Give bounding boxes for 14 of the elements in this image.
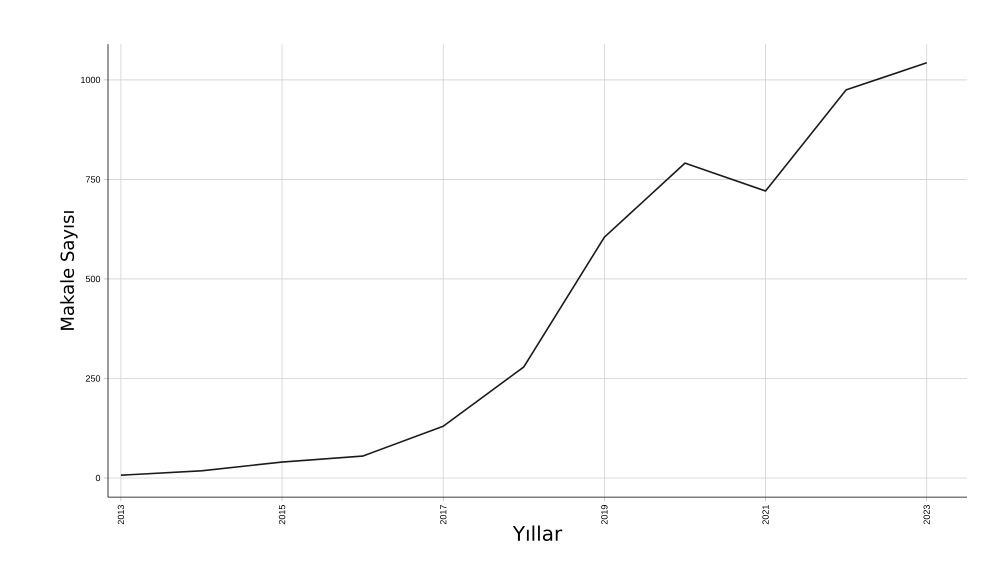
x-tick-label: 2017 [440,505,446,524]
x-tick-label: 2013 [118,505,124,524]
y-tick-label: 0 [96,474,100,482]
y-tick-label: 500 [86,276,100,282]
x-tick-label: 2021 [762,505,769,524]
y-tick-label: 750 [86,176,100,183]
x-tick-label: 2023 [924,505,930,524]
x-tick-label: 2019 [601,505,608,524]
x-tick-label: 2015 [278,505,286,524]
x-axis-title: Yıllar [512,526,562,541]
line-series [120,62,928,476]
y-tick-label: 1000 [81,76,100,84]
y-tick-label: 250 [86,375,100,382]
y-axis-title: Makale Sayısı [60,211,78,330]
